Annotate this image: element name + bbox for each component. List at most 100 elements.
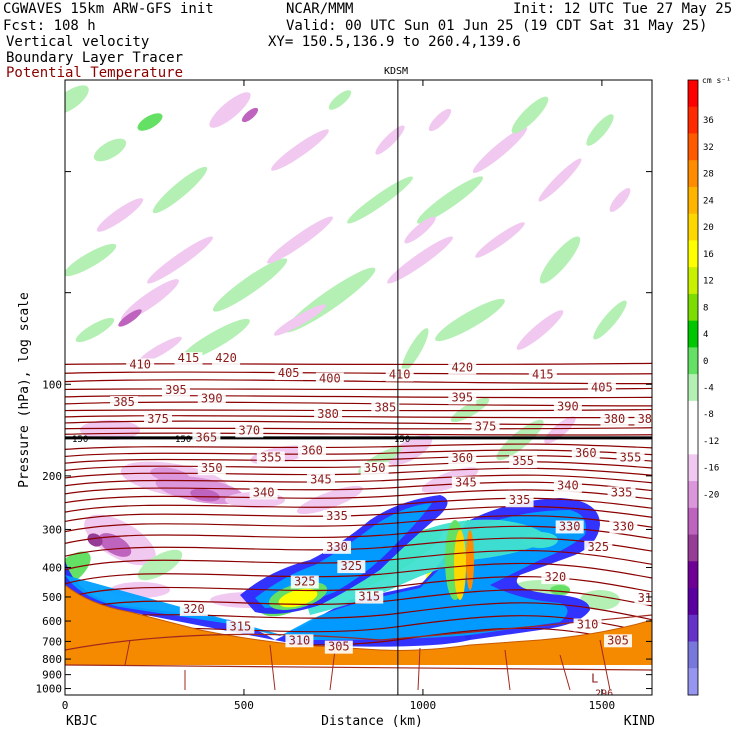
theta-label-box-33 (553, 479, 582, 493)
velocity-cell-9 (147, 236, 213, 284)
theta-label-34: 335 (611, 485, 633, 499)
theta-label-box-29 (360, 462, 389, 476)
velocity-cell-22 (586, 114, 614, 146)
y-tick-label-2: 300 (42, 523, 62, 536)
theta-label-box-42 (541, 571, 570, 585)
colorbar-swatch-15 (688, 481, 698, 509)
theta-contour-upper-0 (65, 362, 652, 366)
theta-label-21: 365 (196, 430, 218, 444)
theta-label-box-36 (323, 509, 352, 523)
velocity-cell-5 (271, 129, 329, 171)
colorbar-swatch-10 (688, 347, 698, 375)
theta-label-41: 325 (340, 559, 362, 573)
theta-label-box-16 (314, 407, 343, 421)
velocity-cell-21 (539, 236, 581, 284)
valid-time: Valid: 00 UTC Sun 01 Jun 25 (19 CDT Sat … (286, 18, 708, 34)
theta-label-box-13 (110, 396, 139, 410)
contour-labels: 150 150 150 L 296 410 415 420 405 400 410 420 415 405… (72, 351, 660, 695)
theta-label-box-27 (616, 451, 645, 465)
velocity-cell-33 (593, 300, 627, 340)
surface-line (65, 664, 652, 671)
theta-label-46: 315 (638, 591, 660, 605)
theta-label-24: 360 (575, 446, 597, 460)
theta-label-47: 315 (230, 620, 252, 634)
cross-section-endpoints: XY= 150.5,136.9 to 260.4,139.6 (268, 34, 521, 50)
velocity-cell-2 (137, 113, 163, 131)
tracer-core-1 (278, 588, 318, 608)
theta-label-14: 385 (375, 401, 397, 415)
velocity-cell-18 (511, 96, 549, 134)
velocity-cell-20 (435, 298, 505, 342)
velocity-cell-37 (80, 420, 140, 440)
theta-label-20: 375 (475, 420, 497, 434)
theta-label-box-51 (603, 634, 632, 648)
y-tick-label-9: 1000 (36, 683, 63, 696)
theta-label-40: 325 (587, 540, 609, 554)
colorbar-frame (687, 79, 699, 696)
field-vertical-velocity: Vertical velocity (6, 34, 150, 50)
tropopause-label-2: 150 (394, 435, 410, 445)
colorbar-swatch-3 (688, 160, 698, 188)
theta-label-box-48 (573, 618, 602, 632)
colorbar-swatch-6 (688, 240, 698, 268)
tracer-core-4 (466, 530, 474, 590)
velocity-cell-58 (550, 585, 570, 595)
theta-label-49: 310 (289, 633, 311, 647)
theta-label-box-49 (285, 634, 314, 648)
colorbar-label-4: 20 (703, 223, 714, 233)
colorbar-swatch-16 (688, 507, 698, 536)
colorbar-swatch-22 (688, 668, 698, 696)
colorbar-label-9: 0 (703, 357, 708, 367)
theta-label-box-26 (509, 455, 538, 469)
theta-label-box-38 (609, 520, 638, 534)
theta-label-box-32 (249, 486, 278, 500)
theta-label-box-14 (371, 401, 400, 415)
theta-label-box-39 (323, 540, 352, 554)
theta-label-42: 320 (545, 570, 567, 584)
theta-label-box-25 (256, 451, 285, 465)
theta-label-17: 380 (604, 412, 626, 426)
theta-label-box-47 (226, 620, 255, 634)
field-potential-temperature: Potential Temperature (6, 65, 184, 81)
colorbar-swatch-8 (688, 293, 698, 322)
velocity-cell-51 (421, 467, 479, 493)
theta-label-11: 395 (451, 390, 473, 404)
model-title: CGWAVES 15km ARW-GFS init (3, 1, 214, 17)
theta-label-28: 350 (201, 461, 223, 475)
x-right-station-label: KIND (624, 714, 655, 729)
forecast-hour: Fcst: 108 h (3, 18, 96, 34)
theta-label-27: 355 (620, 450, 642, 464)
colorbar: 36 32 28 24 20 16 12 8 4 0 -4 -8 -12 -16 -20 cm s⁻¹ (687, 76, 731, 696)
x-left-station-label: KBJC (66, 714, 97, 729)
theta-label-box-8 (587, 381, 616, 395)
theta-label-3: 405 (278, 366, 300, 380)
terrain-label: L (591, 671, 598, 685)
velocity-cell-8 (65, 243, 117, 277)
velocity-cell-17 (472, 127, 528, 173)
terrain-theta-contour (65, 614, 652, 651)
theta-label-box-22 (297, 444, 326, 458)
theta-label-box-20 (471, 420, 500, 434)
colorbar-label-7: 8 (703, 303, 708, 313)
theta-label-box-6 (448, 361, 477, 375)
velocity-cell-28 (180, 318, 250, 362)
colorbar-label-3: 24 (703, 196, 714, 206)
theta-label-box-43 (290, 575, 319, 589)
theta-label-box-24 (571, 446, 600, 460)
terrain-layer (65, 584, 652, 695)
colorbar-unit: cm s⁻¹ (702, 76, 731, 85)
theta-label-box-45 (355, 590, 384, 604)
theta-label-22: 360 (301, 444, 323, 458)
velocity-cell-47 (137, 549, 183, 581)
colorbar-label-10: -4 (703, 384, 714, 394)
theta-contour-lower-2 (65, 455, 652, 464)
colorbar-label-14: -20 (703, 490, 719, 500)
theta-label-box-4 (315, 372, 344, 386)
colorbar-swatch-1 (688, 106, 698, 134)
theta-label-23: 360 (451, 451, 473, 465)
theta-label-31: 345 (455, 475, 477, 489)
theta-contour-lower-10 (65, 515, 652, 533)
theta-contour-lower-9 (65, 505, 652, 523)
theta-contour-lower-16 (65, 589, 652, 613)
